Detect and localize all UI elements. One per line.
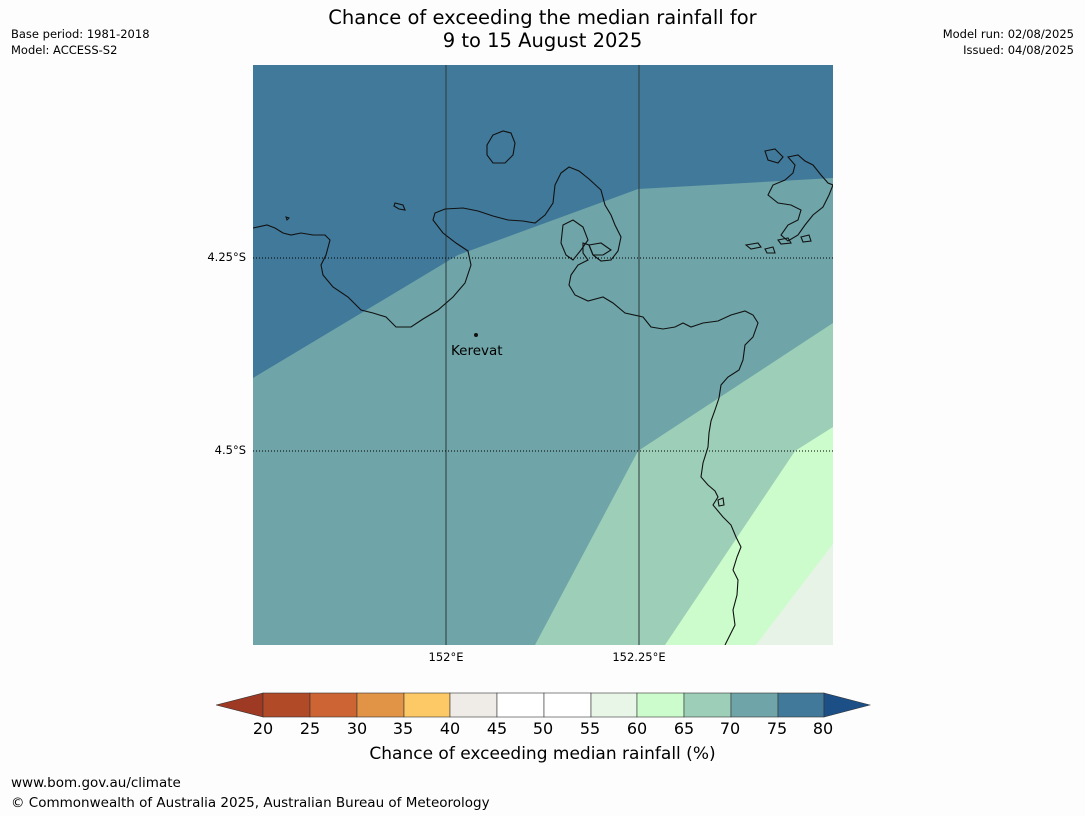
colorbar-extend-high	[823, 692, 871, 718]
colorbar-segment-50-55	[543, 692, 592, 718]
colorbar-label: Chance of exceeding median rainfall (%)	[369, 744, 716, 764]
colorbar-tick: 35	[392, 719, 414, 738]
colorbar-segment-25-30	[309, 692, 358, 718]
colorbar-tick: 30	[346, 719, 368, 738]
metadata-right: Model run: 02/08/2025 Issued: 04/08/2025	[943, 26, 1074, 58]
islands-east-2	[767, 154, 833, 242]
colorbar-tick: 75	[766, 719, 788, 738]
base-period: Base period: 1981-2018	[11, 27, 150, 41]
island-inner-east	[588, 242, 612, 256]
title-line-1: Chance of exceeding the median rainfall …	[328, 6, 757, 29]
colorbar-segment-35-40	[403, 692, 451, 718]
band-55-60	[756, 544, 833, 645]
lon-label-152-25e: 152.25°E	[612, 650, 666, 664]
lat-label-4-25s: 4.25°S	[207, 250, 246, 264]
islands-east-3	[744, 242, 762, 250]
colorbar-extend-low	[216, 692, 264, 718]
metadata-left: Base period: 1981-2018 Model: ACCESS-S2	[11, 26, 150, 58]
islands-east-4	[764, 246, 776, 254]
colorbar-tick: 50	[532, 719, 554, 738]
colorbar-segment-30-35	[356, 692, 405, 718]
footer-url[interactable]: www.bom.gov.au/climate	[11, 775, 181, 791]
lat-label-4-5s: 4.5°S	[214, 443, 246, 457]
footer-copyright: © Commonwealth of Australia 2025, Austra…	[11, 795, 490, 811]
colorbar-segment-20-25	[262, 692, 311, 718]
colorbar-tick: 55	[579, 719, 601, 738]
issued-date: Issued: 04/08/2025	[963, 43, 1074, 57]
kerevat-label: Kerevat	[451, 343, 503, 359]
islands-east-1	[764, 148, 784, 164]
colorbar-tick: 40	[439, 719, 461, 738]
colorbar-segment-55-60	[590, 692, 638, 718]
colorbar	[216, 692, 871, 718]
islands-river	[717, 497, 725, 507]
island-small	[393, 202, 406, 211]
rainfall-map[interactable]: Kerevat	[253, 65, 833, 645]
kerevat-marker	[474, 333, 478, 337]
colorbar-tick: 25	[299, 719, 321, 738]
peninsula-inner	[560, 219, 589, 261]
colorbar-segment-45-50	[496, 692, 545, 718]
colorbar-tick: 70	[719, 719, 741, 738]
colorbar-segment-60-65	[636, 692, 685, 718]
band-60-65	[665, 427, 833, 645]
island-north	[486, 130, 516, 164]
colorbar-tick: 80	[812, 719, 834, 738]
colorbar-tick: 45	[486, 719, 508, 738]
colorbar-segment-75-80	[777, 692, 825, 718]
islands-east-6	[800, 234, 812, 243]
map-svg: Kerevat	[253, 65, 833, 645]
colorbar-tick: 65	[673, 719, 695, 738]
colorbar-segment-70-75	[730, 692, 779, 718]
colorbar-tick: 60	[626, 719, 648, 738]
colorbar-tick: 20	[252, 719, 274, 738]
chart-title: Chance of exceeding the median rainfall …	[0, 6, 1085, 52]
colorbar-segment-40-45	[449, 692, 498, 718]
colorbar-segment-65-70	[683, 692, 732, 718]
islands-east-5	[777, 237, 792, 245]
model-name: Model: ACCESS-S2	[11, 43, 118, 57]
island-tiny	[285, 216, 290, 221]
model-run: Model run: 02/08/2025	[942, 27, 1074, 41]
title-line-2: 9 to 15 August 2025	[442, 29, 643, 52]
lon-label-152e: 152°E	[428, 650, 464, 664]
